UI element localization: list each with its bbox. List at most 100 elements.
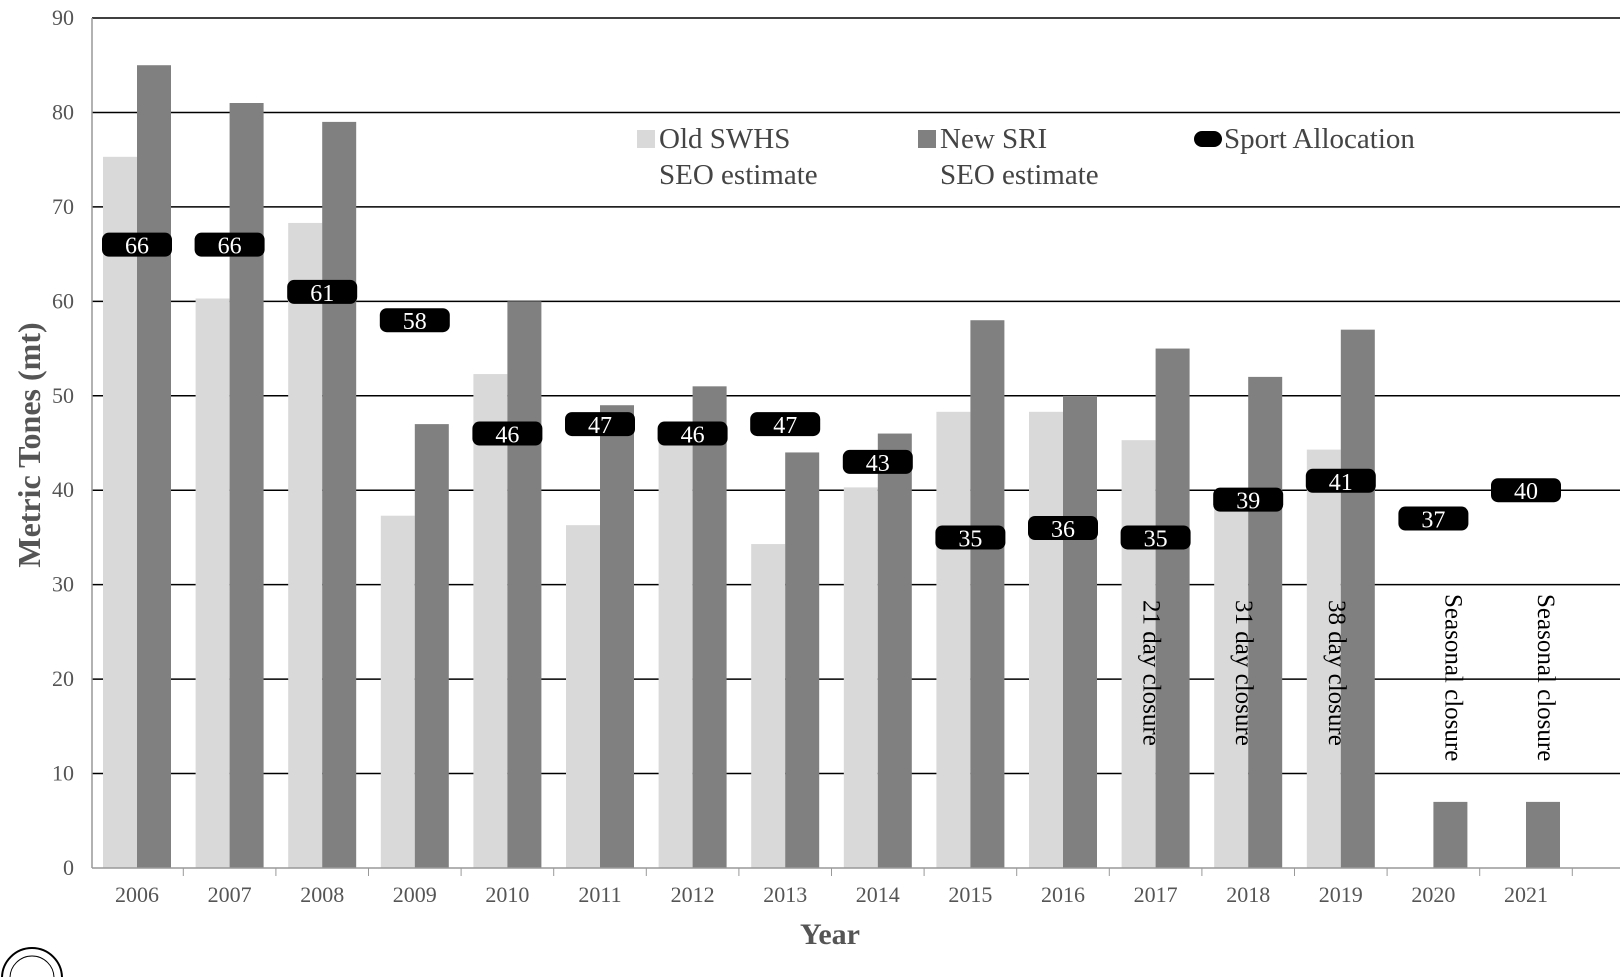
bar-new-sri — [137, 65, 171, 868]
allocation-marker — [102, 232, 172, 257]
legend-swatch — [637, 130, 655, 148]
x-tick-label: 2012 — [671, 882, 715, 907]
legend-label: New SRI — [940, 123, 1047, 155]
y-tick-label: 30 — [52, 572, 74, 597]
allocation-label: 66 — [125, 234, 149, 260]
allocation-marker — [1491, 478, 1561, 503]
y-tick-label: 70 — [52, 194, 74, 219]
bar-old-swhs — [566, 525, 600, 868]
bar-old-swhs — [936, 411, 971, 868]
bar-new-sri — [970, 320, 1005, 868]
bar-old-swhs — [473, 374, 508, 868]
x-tick-label: 2015 — [948, 882, 992, 907]
closure-annotation: 31 day closure — [1230, 600, 1257, 746]
y-tick-label: 40 — [52, 477, 74, 502]
allocation-label: 41 — [1329, 470, 1353, 496]
allocation-marker — [379, 308, 450, 333]
bars — [103, 65, 1560, 869]
x-tick-label: 2019 — [1319, 882, 1363, 907]
bar-old-swhs — [288, 222, 323, 868]
legend-label: Old SWHS — [659, 123, 790, 155]
y-tick-label: 0 — [63, 855, 74, 880]
legend-swatch — [918, 130, 936, 148]
bar-old-swhs — [751, 544, 786, 868]
bar-new-sri — [1155, 348, 1190, 868]
allocation-label: 46 — [681, 423, 705, 449]
x-tick-label: 2021 — [1504, 882, 1548, 907]
bar-old-swhs — [103, 156, 137, 869]
x-tick-label: 2018 — [1226, 882, 1270, 907]
bar-old-swhs — [380, 515, 415, 868]
x-tick-label: 2009 — [393, 882, 437, 907]
x-tick-label: 2006 — [115, 882, 159, 907]
bar-old-swhs — [843, 487, 878, 868]
legend-label: SEO estimate — [940, 159, 1099, 191]
legend-label: SEO estimate — [659, 159, 818, 191]
allocation-label: 66 — [218, 234, 242, 260]
allocation-label: 58 — [403, 309, 427, 335]
x-tick-label: 2016 — [1041, 882, 1085, 907]
allocation-label: 61 — [310, 281, 334, 307]
legend: Old SWHS SEO estimate New SRI SEO estimate S… — [637, 123, 1415, 191]
allocation-label: 43 — [866, 451, 890, 477]
x-tick-label: 2010 — [485, 882, 529, 907]
bar-new-sri — [1526, 801, 1560, 868]
allocation-label: 40 — [1514, 479, 1538, 505]
x-tick-label: 2013 — [763, 882, 807, 907]
closure-annotation: 38 day closure — [1323, 600, 1350, 746]
y-tick-label: 60 — [52, 288, 74, 313]
allocation-marker — [1213, 487, 1284, 512]
x-tick-label: 2007 — [208, 882, 252, 907]
allocation-label: 35 — [958, 526, 982, 552]
bar-new-sri — [600, 405, 634, 868]
allocation-label: 35 — [1144, 526, 1168, 552]
x-axis-title: Year — [800, 918, 860, 951]
bar-old-swhs — [1029, 411, 1063, 868]
bar-new-sri — [229, 103, 264, 868]
allocation-marker — [287, 279, 358, 304]
bar-old-swhs — [658, 430, 693, 868]
y-tick-labels: 0 10 20 30 40 50 60 70 80 90 — [52, 5, 74, 880]
x-tick-labels: 2006 2007 2008 2009 2010 2011 2012 2013 2014 2015… — [115, 882, 1548, 907]
allocation-label: 46 — [495, 423, 519, 449]
bar-new-sri — [1248, 376, 1283, 868]
allocation-marker — [842, 449, 913, 474]
closure-annotation: Seasonal closure — [1532, 594, 1559, 761]
legend-swatch — [1194, 131, 1222, 147]
closure-annotation: 21 day closure — [1138, 600, 1165, 746]
x-tick-label: 2020 — [1411, 882, 1455, 907]
bar-old-swhs — [1214, 499, 1249, 868]
bar-new-sri — [1340, 329, 1375, 869]
bar-new-sri — [785, 452, 820, 868]
bar-new-sri — [692, 386, 727, 868]
legend-label: Sport Allocation — [1224, 123, 1415, 155]
closure-annotation: Seasonal closure — [1439, 594, 1466, 761]
allocation-marker — [1305, 468, 1376, 493]
bar-old-swhs — [1306, 449, 1341, 868]
allocation-markers: 66 66 61 58 46 47 46 47 43 35 36 35 39 41 37 40 — [102, 232, 1561, 552]
allocation-marker — [1028, 516, 1098, 540]
bar-new-sri — [877, 433, 912, 868]
x-tick-label: 2011 — [578, 882, 621, 907]
y-tick-label: 10 — [52, 761, 74, 786]
bar-new-sri — [1063, 395, 1097, 868]
bar-old-swhs — [1121, 440, 1156, 868]
allocation-label: 37 — [1421, 508, 1445, 534]
allocation-marker — [565, 412, 635, 437]
x-tick-label: 2008 — [300, 882, 344, 907]
allocation-marker — [935, 525, 1006, 550]
bar-new-sri — [1433, 801, 1468, 868]
allocation-marker — [472, 421, 543, 446]
y-axis-title: Metric Tones (mt) — [11, 322, 47, 567]
allocation-marker — [1120, 525, 1191, 550]
allocation-marker — [657, 421, 728, 446]
bar-old-swhs — [195, 298, 230, 868]
allocation-label: 39 — [1236, 489, 1260, 515]
allocation-marker — [194, 232, 265, 257]
bar-new-sri — [414, 424, 449, 868]
y-tick-label: 80 — [52, 99, 74, 124]
x-tick-label: 2017 — [1134, 882, 1178, 907]
y-tick-label: 20 — [52, 666, 74, 691]
bar-new-sri — [507, 301, 542, 868]
